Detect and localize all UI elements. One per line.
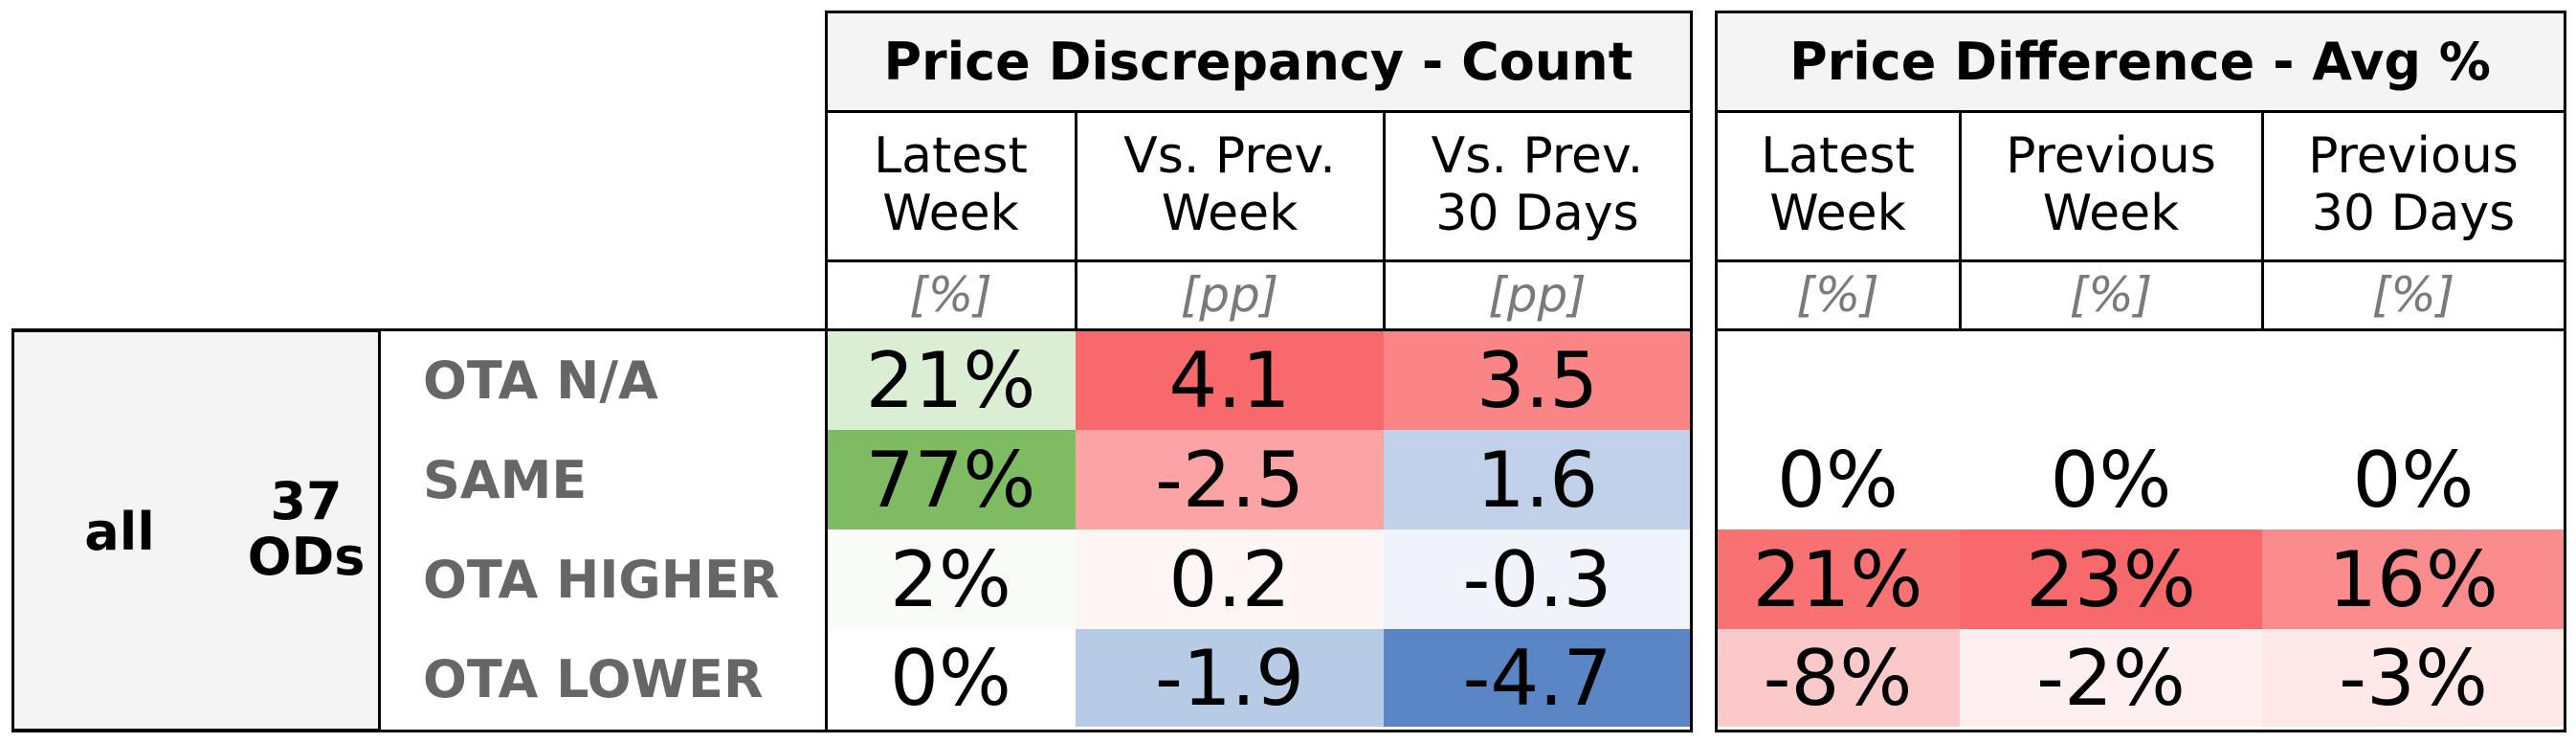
group-label-count: 37 ODs	[247, 470, 366, 587]
group-label-all: all	[84, 501, 155, 562]
table2-line-title	[1715, 110, 2565, 113]
table2-unit-2: [%]	[2371, 267, 2455, 323]
table1-line-bottom	[826, 730, 1692, 732]
table1-cell-r3-c1: -1.9	[1076, 629, 1384, 727]
table2-title: Price Difference - Avg %	[1716, 11, 2565, 111]
table1-cell-r2-c1: 0.2	[1076, 529, 1384, 629]
row-label-ota-lower: OTA LOWER	[423, 648, 764, 709]
row-label-ota-na: OTA N/A	[423, 349, 658, 411]
table1-cell-r3-c0: 0%	[826, 629, 1076, 727]
table1-cell-r1-c1: -2.5	[1076, 430, 1384, 529]
table2-line-c1	[1959, 110, 1962, 330]
table2-col-latest-week: Latest Week	[1761, 127, 1915, 242]
table1-line-left	[825, 11, 828, 732]
table2-line-right	[2564, 11, 2566, 732]
table2-line-header	[1715, 259, 2565, 262]
table1-unit-1: [pp]	[1180, 267, 1279, 323]
table1-line-c2	[1383, 110, 1386, 330]
table2-line-bottom	[1715, 730, 2565, 732]
group-line-bottom	[11, 730, 828, 732]
table2-col-previous-30-days: Previous 30 Days	[2308, 127, 2519, 242]
table1-cell-r0-c2: 3.5	[1384, 330, 1691, 430]
table2-cell-r0-c2	[2262, 330, 2565, 430]
table2-line-top	[1715, 11, 2565, 13]
table2-line-c2	[2261, 110, 2264, 330]
table1-line-header	[826, 259, 1692, 262]
table2-cell-r0-c1	[1960, 330, 2262, 430]
table1-line-title	[826, 110, 1692, 113]
table2-cell-r1-c0: 0%	[1716, 430, 1960, 529]
table1-cell-r2-c2: -0.3	[1384, 529, 1691, 629]
table1-cell-r1-c2: 1.6	[1384, 430, 1691, 529]
table1-line-right	[1690, 11, 1693, 732]
table2-cell-r0-c0	[1716, 330, 1960, 430]
table1-unit-2: [pp]	[1488, 267, 1587, 323]
row-label-same: SAME	[423, 449, 588, 510]
table1-cell-r3-c2: -4.7	[1384, 629, 1691, 727]
table1-line-top	[826, 11, 1692, 13]
table1-unit-0: [%]	[909, 267, 992, 323]
table1-cell-r1-c0: 77%	[826, 430, 1076, 529]
row-label-ota-higher: OTA HIGHER	[423, 549, 780, 610]
table2-cell-r3-c1: -2%	[1960, 629, 2262, 727]
group-label-box	[11, 329, 381, 732]
table2-cell-r3-c2: -3%	[2262, 629, 2565, 727]
table2-col-previous-week: Previous Week	[2006, 127, 2216, 242]
table1-cell-r0-c1: 4.1	[1076, 330, 1384, 430]
table1-cell-r0-c0: 21%	[826, 330, 1076, 430]
table1-col-vs-prev-week: Vs. Prev. Week	[1123, 127, 1336, 242]
table2-line-left	[1715, 11, 1718, 732]
table2-cell-r2-c2: 16%	[2262, 529, 2565, 629]
table1-line-c1	[1075, 110, 1077, 330]
table1-line-unit	[826, 328, 1692, 331]
table2-cell-r3-c0: -8%	[1716, 629, 1960, 727]
table2-cell-r1-c2: 0%	[2262, 430, 2565, 529]
table2-line-unit	[1715, 328, 2565, 331]
table2-cell-r1-c1: 0%	[1960, 430, 2262, 529]
table1-cell-r2-c0: 2%	[826, 529, 1076, 629]
table1-col-latest-week: Latest Week	[874, 127, 1028, 242]
group-line-top	[11, 328, 828, 331]
table2-cell-r2-c1: 23%	[1960, 529, 2262, 629]
table2-unit-0: [%]	[1796, 267, 1879, 323]
table1-title: Price Discrepancy - Count	[826, 11, 1691, 111]
table2-unit-1: [%]	[2069, 267, 2153, 323]
table2-cell-r2-c0: 21%	[1716, 529, 1960, 629]
table1-col-vs-prev-30-days: Vs. Prev. 30 Days	[1431, 127, 1644, 242]
